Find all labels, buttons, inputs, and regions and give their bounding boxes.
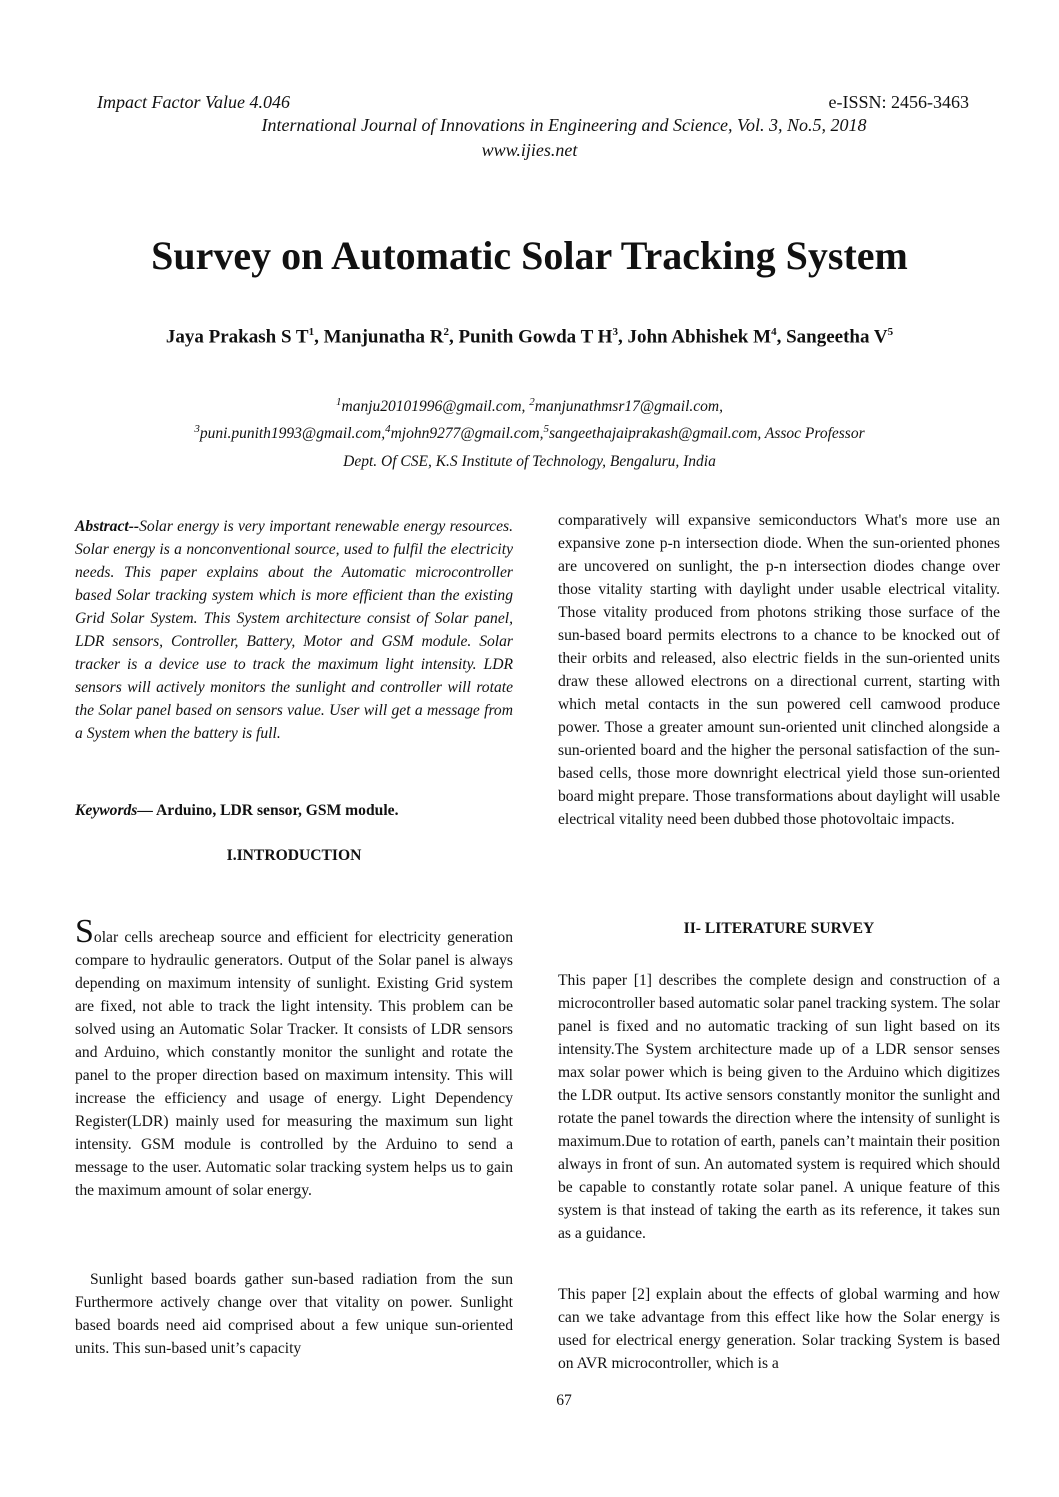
paper-title: Survey on Automatic Solar Tracking Syste… xyxy=(151,233,908,278)
affiliation: Dept. Of CSE, K.S Institute of Technolog… xyxy=(343,453,716,471)
section-heading-literature-survey: II- LITERATURE SURVEY xyxy=(683,920,875,937)
journal-website: www.ijies.net xyxy=(481,140,578,160)
introduction-paragraph: Solar cells arecheap source and efficien… xyxy=(75,913,513,1200)
literature-paragraph-2: This paper [2] explain about the effects… xyxy=(558,1286,1000,1372)
author-emails: 1manju20101996@gmail.com, 2manjunathmsr1… xyxy=(0,391,1059,473)
abstract: Abstract--Solar energy is very important… xyxy=(75,518,513,742)
impact-factor: Impact Factor Value 4.046 xyxy=(97,92,290,112)
literature-paragraph-1: This paper [1] describes the complete de… xyxy=(558,972,1000,1242)
introduction-paragraph-2: Sunlight based boards gather sun-based r… xyxy=(75,1271,513,1357)
keywords: Keywords— Arduino, LDR sensor, GSM modul… xyxy=(75,802,399,819)
author-list: Jaya Prakash S T1, Manjunatha R2, Punith… xyxy=(165,326,894,348)
section-heading-introduction: I.INTRODUCTION xyxy=(226,847,362,864)
right-column-paragraph: comparatively will expansive semiconduct… xyxy=(558,512,1000,828)
journal-name: International Journal of Innovations in … xyxy=(261,115,867,135)
page-number: 67 xyxy=(556,1392,572,1409)
issn: e-ISSN: 2456-3463 xyxy=(828,92,970,112)
